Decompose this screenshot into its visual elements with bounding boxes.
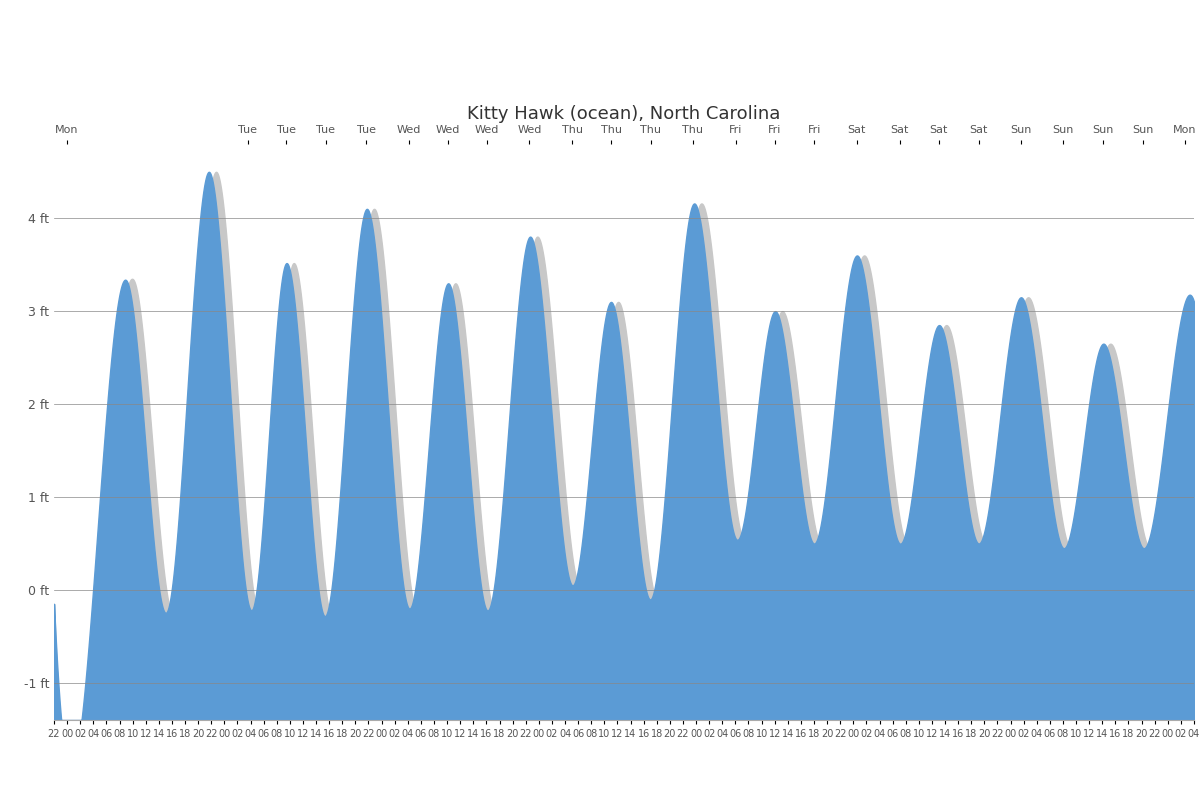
Title: Kitty Hawk (ocean), North Carolina: Kitty Hawk (ocean), North Carolina — [467, 106, 781, 123]
